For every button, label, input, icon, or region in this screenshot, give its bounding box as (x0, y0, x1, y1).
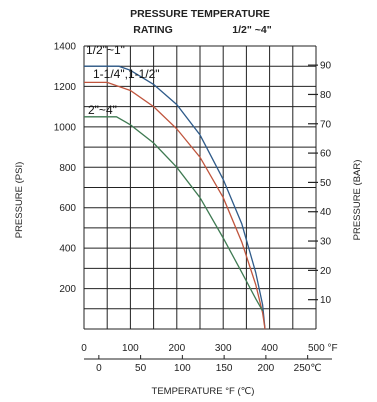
grid-lines (83, 45, 318, 330)
series-line-1 (84, 65, 266, 330)
series-label-3: 2"~4" (88, 103, 117, 117)
y-axis-left-tick-label: 1400 (54, 42, 77, 53)
y-axis-right-tick-label: 20 (320, 266, 332, 277)
y-axis-left-tick-label: 400 (59, 244, 76, 255)
x-axis-fahrenheit-tick-label: 0 (81, 343, 87, 354)
x-axis-fahrenheit-ticks: 0 100 200 300 400 500 °F (81, 343, 337, 354)
x-axis-celsius-tick-label: 200 (258, 363, 275, 374)
y-axis-left-label: PRESSURE (PSI) (14, 162, 25, 239)
y-axis-right-tick-label: 80 (320, 90, 332, 101)
y-axis-left-ticks: 1400 1200 1000 800 600 400 200 (54, 42, 77, 296)
series-line-2 (84, 81, 266, 330)
y-axis-left-tick-label: 600 (59, 203, 76, 214)
y-axis-right-tick-label: 10 (320, 295, 332, 306)
x-axis-celsius-tick-label: 0 (96, 363, 102, 374)
x-axis-fahrenheit-tick-label: 100 (122, 343, 139, 354)
y-axis-right-ticks: 90 80 70 60 50 40 30 20 10 (320, 61, 332, 307)
x-axis-fahrenheit-tick-label: 300 (215, 343, 232, 354)
y-axis-right-tick-label: 40 (320, 207, 332, 218)
x-axis-fahrenheit-tick-label: 500 °F (308, 343, 338, 354)
y-axis-left-tick-label: 1000 (54, 122, 77, 133)
x-axis-fahrenheit-tick-label: 200 (168, 343, 185, 354)
x-axis-celsius-tick-label: 150 (216, 363, 233, 374)
series-label-2: 1-1/4",1-1/2" (93, 67, 160, 81)
x-axis-fahrenheit-tick-label: 400 (261, 343, 278, 354)
x-axis-celsius-tick-label: 250℃ (294, 363, 322, 374)
y-axis-left-tick-label: 1200 (54, 82, 77, 93)
y-axis-right-tick-label: 50 (320, 178, 332, 189)
x-axis-celsius-ticks: 0 50 100 150 200 250℃ (84, 355, 332, 374)
series-label-1: 1/2"~1" (86, 43, 125, 57)
y-axis-right-label: PRESSURE (BAR) (352, 160, 363, 241)
series-lines (84, 65, 266, 330)
y-axis-right-tick-label: 30 (320, 237, 332, 248)
y-axis-left-tick-label: 800 (59, 163, 76, 174)
series-line-3 (84, 116, 264, 312)
y-axis-left-tick-label: 200 (59, 284, 76, 295)
chart-subtitle-right: 1/2" ~4" (232, 24, 271, 36)
y-axis-right-tick-label: 70 (320, 119, 332, 130)
y-axis-right-tick-label: 90 (320, 61, 332, 72)
y-axis-right-tick-label: 60 (320, 149, 332, 160)
x-axis-label: TEMPERATURE °F (℃) (152, 386, 255, 397)
x-axis-celsius-tick-label: 50 (135, 363, 147, 374)
chart-title: PRESSURE TEMPERATURE (130, 8, 270, 20)
chart-subtitle-left: RATING (133, 24, 172, 36)
x-axis-celsius-tick-label: 100 (174, 363, 191, 374)
